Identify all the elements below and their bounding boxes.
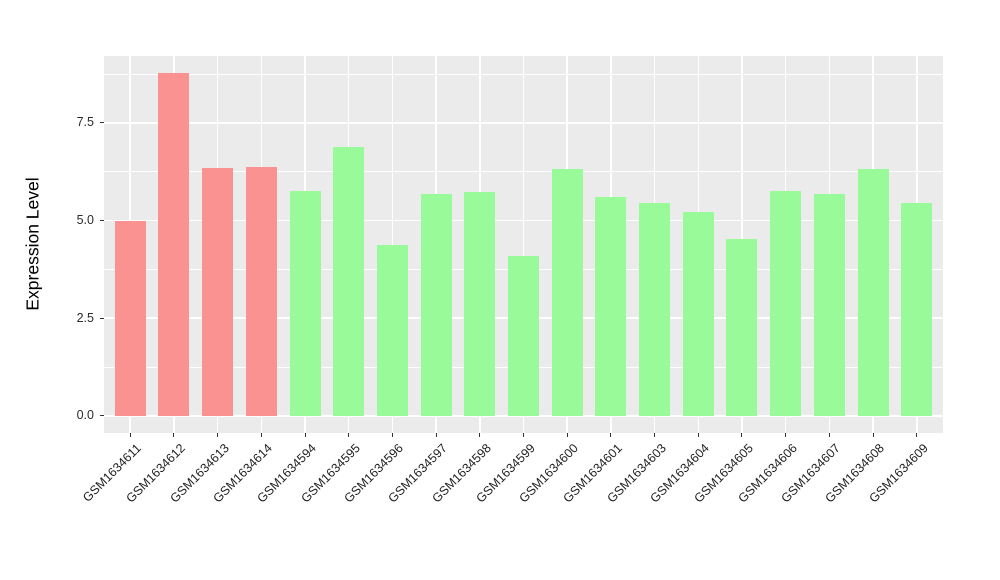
x-tick [479, 433, 481, 437]
bar [770, 191, 802, 416]
bar [682, 211, 714, 416]
x-tick [523, 433, 524, 437]
x-tick [260, 433, 262, 437]
bar [508, 256, 539, 416]
x-tick [872, 433, 874, 437]
bar [464, 192, 496, 416]
x-tick [348, 433, 350, 437]
y-tick-label: 7.5 [76, 115, 94, 130]
bar [202, 168, 234, 416]
x-tick [435, 433, 437, 437]
y-tick [100, 415, 104, 417]
y-tick [100, 219, 104, 221]
bar [726, 238, 758, 416]
x-tick [217, 433, 219, 437]
x-tick [697, 433, 699, 437]
x-tick [916, 433, 918, 437]
y-tick-label: 0.0 [76, 408, 94, 423]
y-axis-title: Expression Level [22, 177, 43, 311]
bar [813, 193, 845, 416]
y-tick [100, 122, 104, 124]
bar [901, 203, 933, 416]
x-tick [391, 433, 393, 437]
bar [551, 168, 583, 416]
bar [376, 245, 408, 416]
bar [595, 197, 627, 416]
gridline-major-x [391, 56, 394, 433]
x-tick [129, 433, 131, 437]
bar [114, 221, 146, 416]
bar [289, 190, 321, 416]
x-tick [173, 433, 175, 437]
x-tick [828, 433, 830, 437]
bar [245, 167, 277, 416]
gridline-major-x [522, 56, 525, 433]
y-tick-label: 2.5 [76, 310, 94, 325]
x-tick [785, 433, 787, 437]
plot-panel [104, 56, 943, 433]
x-tick [741, 433, 743, 437]
bar [857, 168, 889, 416]
bar [158, 73, 190, 416]
bar [639, 203, 671, 416]
x-tick [654, 433, 656, 437]
bar [333, 146, 365, 416]
x-tick [566, 433, 568, 437]
x-tick [304, 433, 306, 437]
bar [420, 193, 452, 416]
y-tick [100, 317, 104, 319]
y-tick-label: 5.0 [76, 212, 94, 227]
x-tick [610, 433, 612, 437]
